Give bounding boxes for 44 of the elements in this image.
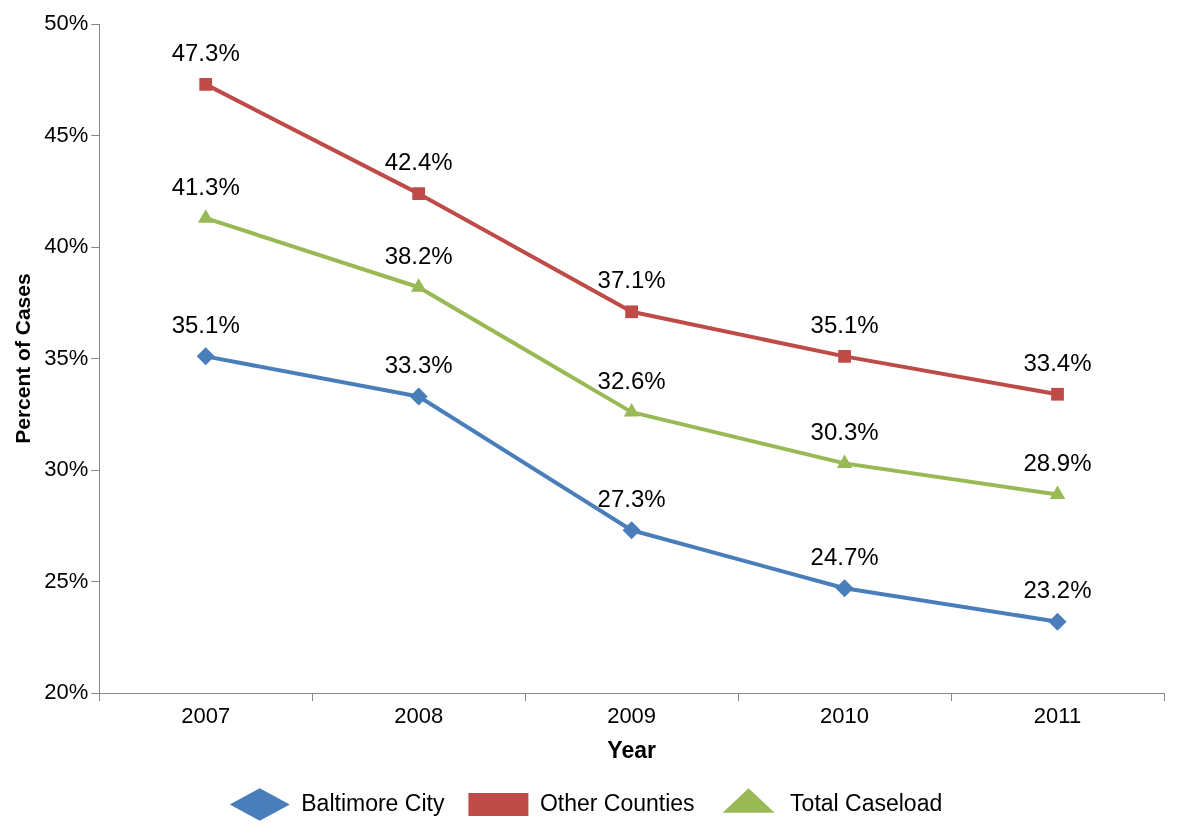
data-label: 27.3% [597, 484, 666, 512]
y-tick-label: 45% [44, 121, 89, 147]
x-tick-label: 2011 [1033, 703, 1082, 729]
point [1051, 387, 1064, 401]
point [835, 579, 854, 598]
data-label: 41.3% [171, 172, 240, 200]
y-tick-label: 35% [44, 344, 89, 370]
x-tick-label: 2008 [394, 703, 444, 729]
data-label: 42.4% [384, 148, 453, 176]
data-label: 38.2% [384, 241, 453, 269]
data-label: 30.3% [810, 418, 879, 445]
point [412, 187, 426, 200]
y-tick-label: 25% [44, 567, 89, 593]
legend-label: Baltimore City [301, 789, 445, 816]
point [623, 403, 640, 417]
data-label: 33.4% [1023, 348, 1092, 376]
legend-label: Total Caseload [790, 789, 943, 816]
data-label: 35.1% [171, 311, 240, 338]
point [196, 347, 215, 366]
y-tick-label: 40% [44, 233, 89, 259]
point [199, 78, 213, 91]
legend-label: Other Counties [539, 789, 695, 816]
x-tick-label: 2007 [181, 703, 231, 729]
point [838, 350, 851, 363]
point [622, 521, 641, 540]
x-axis-title: Year [607, 736, 656, 763]
y-tick-label: 20% [44, 679, 89, 705]
x-tick-label: 2010 [820, 703, 870, 729]
y-axis-title: Percent of Cases [11, 273, 35, 444]
y-tick-label: 30% [44, 456, 89, 482]
data-label: 23.2% [1023, 576, 1092, 604]
data-label: 32.6% [597, 366, 666, 394]
data-label: 35.1% [810, 311, 879, 338]
data-label: 37.1% [597, 266, 666, 294]
y-tick-label: 50% [44, 10, 89, 36]
data-label: 28.9% [1023, 449, 1092, 477]
data-label: 47.3% [171, 39, 240, 67]
data-label: 24.7% [810, 542, 879, 570]
data-label: 33.3% [384, 351, 453, 379]
x-tick-label: 2009 [607, 703, 657, 729]
point [625, 305, 638, 319]
point [1049, 485, 1066, 500]
point [409, 387, 428, 406]
point [1048, 612, 1067, 631]
